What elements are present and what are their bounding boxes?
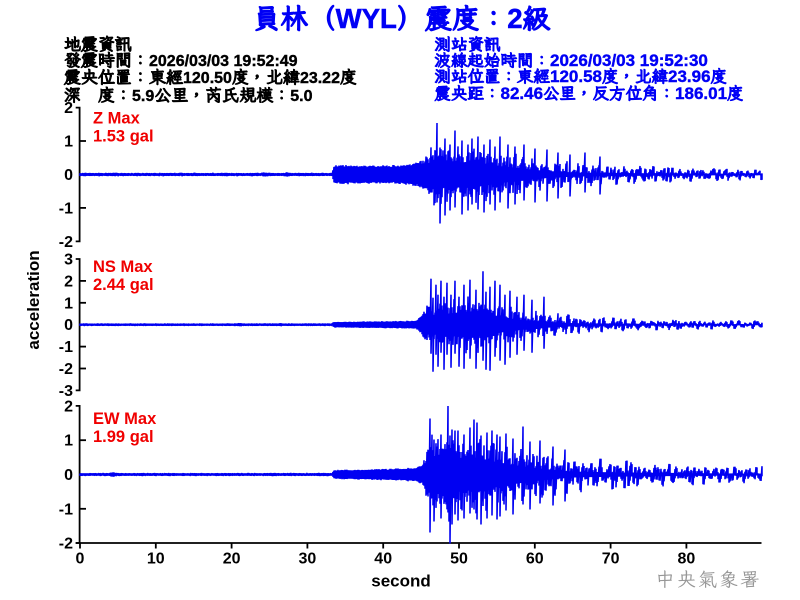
- svg-text:Z Max: Z Max: [93, 109, 141, 127]
- svg-text:0: 0: [76, 550, 85, 567]
- svg-text:40: 40: [374, 550, 392, 567]
- svg-text:-1: -1: [59, 501, 73, 518]
- svg-text:-2: -2: [59, 536, 73, 553]
- svg-text:70: 70: [602, 550, 620, 567]
- svg-text:1: 1: [64, 134, 73, 151]
- svg-text:30: 30: [299, 550, 317, 567]
- svg-text:2.44 gal: 2.44 gal: [93, 276, 154, 294]
- svg-text:NS Max: NS Max: [93, 258, 153, 276]
- svg-text:2: 2: [64, 273, 73, 290]
- svg-text:0: 0: [64, 167, 73, 184]
- svg-text:20: 20: [223, 550, 241, 567]
- svg-text:80: 80: [678, 550, 696, 567]
- svg-text:1.53 gal: 1.53 gal: [93, 128, 154, 146]
- svg-text:10: 10: [147, 550, 165, 567]
- svg-text:-1: -1: [59, 200, 73, 217]
- svg-text:EW Max: EW Max: [93, 410, 157, 428]
- svg-text:50: 50: [450, 550, 468, 567]
- svg-text:second: second: [371, 572, 431, 591]
- svg-text:0: 0: [64, 317, 73, 334]
- svg-text:acceleration: acceleration: [24, 250, 43, 349]
- svg-text:2: 2: [64, 100, 73, 117]
- svg-text:-3: -3: [59, 383, 73, 400]
- svg-text:3: 3: [64, 252, 73, 269]
- svg-text:-1: -1: [59, 339, 73, 356]
- svg-text:-2: -2: [59, 234, 73, 251]
- svg-text:1: 1: [64, 433, 73, 450]
- svg-text:0: 0: [64, 467, 73, 484]
- svg-text:60: 60: [526, 550, 544, 567]
- svg-text:2: 2: [64, 398, 73, 415]
- svg-text:1.99 gal: 1.99 gal: [93, 428, 154, 446]
- svg-text:1: 1: [64, 295, 73, 312]
- svg-text:-2: -2: [59, 361, 73, 378]
